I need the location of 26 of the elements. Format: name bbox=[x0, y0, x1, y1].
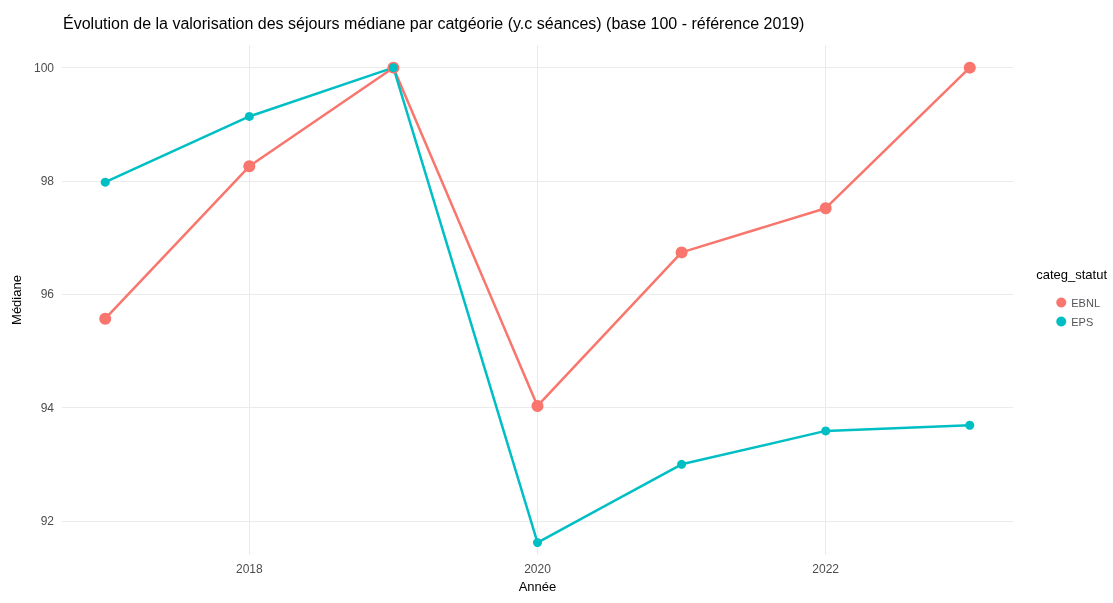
y-tick-label: 94 bbox=[40, 400, 55, 415]
point bbox=[677, 459, 687, 469]
y-tick-label: 96 bbox=[40, 287, 55, 302]
x-axis-title: Année bbox=[518, 579, 557, 594]
point bbox=[821, 426, 831, 436]
y-tick-label: 92 bbox=[40, 514, 55, 528]
legend-label: EPS bbox=[1071, 315, 1094, 328]
point bbox=[243, 160, 256, 173]
point bbox=[675, 246, 688, 259]
x-tick-label: 2018 bbox=[235, 562, 263, 576]
y-axis-title: Médiane bbox=[9, 275, 25, 325]
point bbox=[531, 399, 544, 412]
point bbox=[244, 111, 254, 121]
point bbox=[819, 202, 832, 215]
point bbox=[963, 61, 976, 74]
y-tick-label: 100 bbox=[33, 60, 55, 75]
x-tick-label: 2022 bbox=[812, 562, 840, 576]
point bbox=[965, 420, 975, 430]
chart-title: Évolution de la valorisation des séjours médiane par catgéorie (y.c séances) (base 100 - référence 2019) bbox=[63, 13, 805, 32]
y-tick-label: 98 bbox=[40, 174, 55, 188]
legend-title: categ_statut bbox=[1036, 267, 1108, 282]
point bbox=[99, 312, 112, 325]
point bbox=[100, 177, 110, 187]
x-tick-label: 2020 bbox=[524, 562, 552, 576]
point bbox=[533, 538, 542, 548]
legend-label: EBNL bbox=[1071, 296, 1101, 309]
